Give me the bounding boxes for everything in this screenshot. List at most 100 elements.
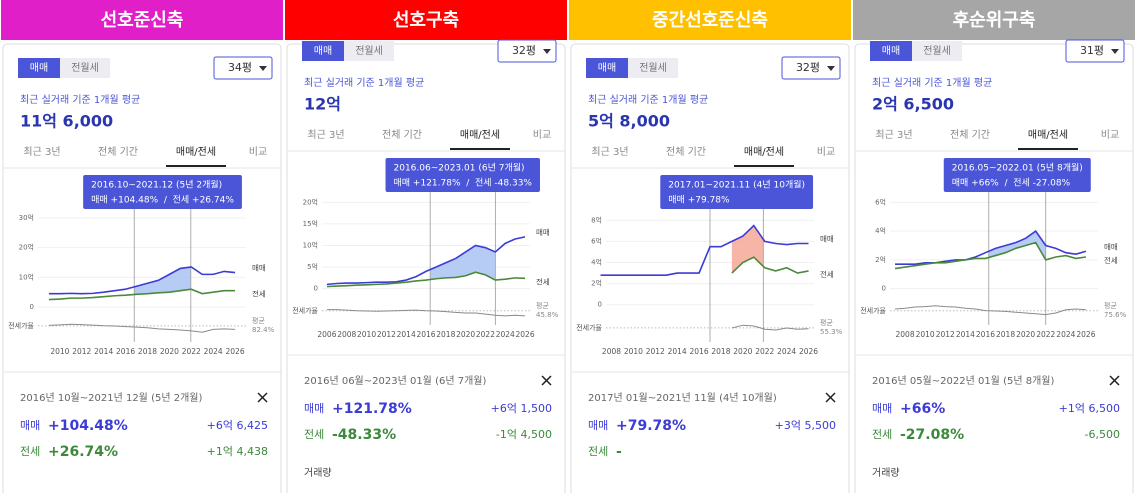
ratio-avg-label: 평균: [536, 301, 549, 310]
summary-amount: +6억 6,425: [207, 419, 268, 432]
tab-label[interactable]: 매매: [30, 62, 48, 74]
period-tab[interactable]: 매매/전세: [176, 146, 216, 158]
summary-label: 매매: [20, 419, 40, 432]
header-bar: [285, 0, 567, 40]
range-fill: [731, 225, 764, 274]
header-bar: [1, 0, 283, 40]
x-tick-label: 2012: [646, 347, 665, 356]
size-dropdown[interactable]: [781, 56, 841, 80]
close-icon[interactable]: [257, 392, 268, 403]
x-tick-label: 2012: [936, 330, 955, 339]
summary-amount: +1억 4,438: [207, 445, 268, 458]
tab-label[interactable]: 매매: [314, 45, 332, 57]
period-tab[interactable]: 비교: [1101, 129, 1119, 141]
period-tab[interactable]: 최근 3년: [875, 129, 912, 141]
tooltip-box: [660, 175, 814, 209]
size-label[interactable]: 34평: [228, 61, 252, 74]
summary-pct: -: [616, 444, 622, 460]
x-tick-label: 2018: [436, 330, 455, 339]
size-dropdown[interactable]: [497, 39, 557, 63]
ratio-line: [48, 323, 236, 333]
tab[interactable]: [60, 58, 110, 78]
size-dropdown[interactable]: [1065, 39, 1125, 63]
close-icon[interactable]: [541, 375, 552, 386]
summary-pct: -27.08%: [900, 427, 964, 443]
tooltip-box: [83, 175, 242, 209]
y-tick-label: 6억: [591, 237, 602, 245]
x-tick-label: 2022: [182, 347, 201, 356]
tab[interactable]: [628, 58, 678, 78]
period-tab[interactable]: 비교: [817, 146, 835, 158]
summary-pct: +104.48%: [48, 418, 128, 434]
x-tick-label: 2018: [138, 347, 157, 356]
tooltip-change: 매매 +121.78% / 전세 -48.33%: [394, 178, 533, 189]
tab[interactable]: [912, 41, 962, 61]
close-icon[interactable]: [1109, 375, 1120, 386]
period-tab[interactable]: 매매/전세: [460, 129, 500, 141]
ratio-avg-value: 45.8%: [536, 311, 559, 319]
period-tab[interactable]: 비교: [533, 129, 551, 141]
y-tick-label: 4억: [591, 259, 602, 267]
y-tick-label: 0: [30, 303, 34, 311]
tooltip-period: 2016.10~2021.12 (5년 2개월): [91, 179, 222, 191]
period-tab[interactable]: 전체 기간: [98, 146, 138, 158]
tab-active[interactable]: [586, 58, 628, 78]
avg-price: 12억: [304, 95, 341, 114]
tab-active[interactable]: [18, 58, 60, 78]
ratio-avg-label: 평균: [1104, 301, 1117, 310]
ratio-avg-value: 75.6%: [1104, 311, 1127, 319]
tooltip-period: 2017.01~2021.11 (4년 10개월): [668, 179, 805, 191]
close-icon[interactable]: [825, 392, 836, 403]
x-tick-label: 2016: [976, 330, 995, 339]
header-title: 중간선호준신축: [652, 10, 768, 31]
x-tick-label: 2014: [956, 330, 975, 339]
x-tick-label: 2022: [476, 330, 495, 339]
period-tab[interactable]: 최근 3년: [307, 129, 344, 141]
ratio-label: 전세가율: [576, 323, 602, 332]
y-tick-label: 10억: [19, 273, 34, 281]
tab-label[interactable]: 매매: [882, 45, 900, 57]
series-line: [326, 236, 526, 286]
period-tab[interactable]: 비교: [249, 146, 267, 158]
tab[interactable]: [344, 41, 394, 61]
x-tick-label: 2026: [1076, 330, 1095, 339]
summary-pct: +79.78%: [616, 418, 686, 434]
series-label: 매매: [1104, 242, 1118, 251]
series-line: [48, 266, 236, 295]
ratio-line: [731, 324, 809, 331]
x-tick-label: 2016: [116, 347, 135, 356]
tab-label[interactable]: 전월세: [71, 62, 99, 74]
tab-active[interactable]: [302, 41, 344, 61]
tab-label[interactable]: 전월세: [355, 45, 383, 57]
period-tab[interactable]: 전체 기간: [382, 129, 422, 141]
x-tick-label: 2022: [755, 347, 774, 356]
tab-active[interactable]: [870, 41, 912, 61]
tab-label[interactable]: 매매: [598, 62, 616, 74]
period-tab[interactable]: 매매/전세: [744, 146, 784, 158]
series-line: [731, 256, 809, 274]
ratio-label: 전세가율: [8, 321, 34, 330]
avg-price: 2억 6,500: [872, 95, 954, 114]
summary-label: 전세: [872, 428, 892, 441]
period-tab[interactable]: 최근 3년: [591, 146, 628, 158]
size-dropdown[interactable]: [213, 56, 273, 80]
y-tick-label: 4억: [875, 227, 886, 235]
summary-label: 매매: [304, 402, 324, 415]
period-tab[interactable]: 전체 기간: [950, 129, 990, 141]
size-label[interactable]: 32평: [512, 44, 536, 57]
size-label[interactable]: 32평: [796, 61, 820, 74]
period-tab[interactable]: 최근 3년: [23, 146, 60, 158]
series-label: 전세: [252, 289, 266, 299]
tab-label[interactable]: 전월세: [923, 45, 951, 57]
header-bar: [569, 0, 851, 40]
x-tick-label: 2010: [357, 330, 376, 339]
summary-amount: -6,500: [1085, 428, 1120, 441]
summary-label: 전세: [304, 428, 324, 441]
period-tab[interactable]: 전체 기간: [666, 146, 706, 158]
period-tab[interactable]: 매매/전세: [1028, 129, 1068, 141]
tab-label[interactable]: 전월세: [639, 62, 667, 74]
size-label[interactable]: 31평: [1080, 44, 1104, 57]
x-tick-label: 2014: [397, 330, 416, 339]
range-fill: [430, 245, 496, 281]
tooltip-change: 매매 +79.78%: [668, 195, 730, 206]
